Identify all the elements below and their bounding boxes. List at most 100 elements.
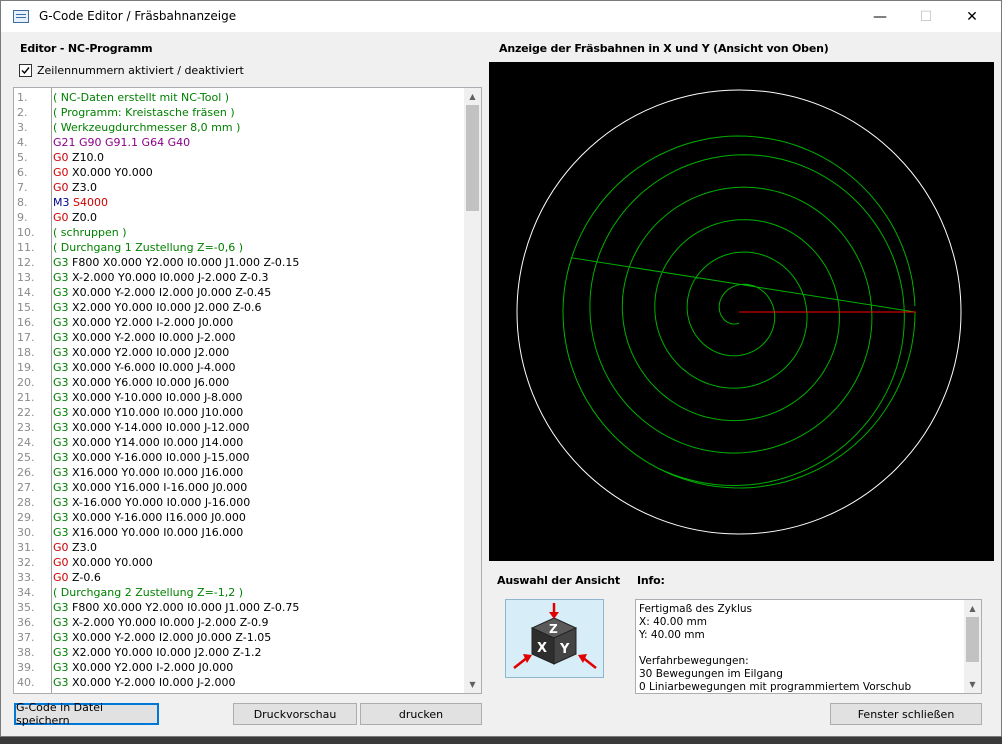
- line-number: 2.: [17, 106, 28, 119]
- code-token: G0: [53, 211, 69, 224]
- scroll-down-arrow[interactable]: ▼: [469, 680, 476, 689]
- code-line[interactable]: 36. G3 X-2.000 Y0.000 I0.000 J-2.000 Z-0.…: [14, 615, 464, 630]
- code-line[interactable]: 18. G3 X0.000 Y2.000 I0.000 J2.000: [14, 345, 464, 360]
- line-number: 26.: [17, 466, 35, 479]
- code-token: X0.000 Y-2.000 I0.000 J-2.000: [68, 676, 236, 689]
- code-line[interactable]: 13. G3 X-2.000 Y0.000 I0.000 J-2.000 Z-0.…: [14, 270, 464, 285]
- info-scrollbar[interactable]: ▲ ▼: [964, 600, 981, 693]
- code-line[interactable]: 32. G0 X0.000 Y0.000: [14, 555, 464, 570]
- maximize-button[interactable]: ☐: [903, 1, 949, 32]
- toolpath-canvas[interactable]: [489, 62, 994, 561]
- code-text: ( Programm: Kreistasche fräsen ): [53, 105, 235, 120]
- cube-label-y: Y: [559, 642, 570, 657]
- code-line[interactable]: 8. M3 S4000: [14, 195, 464, 210]
- code-line[interactable]: 7. G0 Z3.0: [14, 180, 464, 195]
- code-token: ( Programm: Kreistasche fräsen ): [53, 106, 235, 119]
- code-token: X0.000 Y-14.000 I0.000 J-12.000: [68, 421, 250, 434]
- info-scroll-down-arrow[interactable]: ▼: [969, 680, 976, 689]
- code-line[interactable]: 12. G3 F800 X0.000 Y2.000 I0.000 J1.000 Z…: [14, 255, 464, 270]
- minimize-icon: —: [873, 8, 887, 25]
- code-line[interactable]: 35. G3 F800 X0.000 Y2.000 I0.000 J1.000 Z…: [14, 600, 464, 615]
- code-line[interactable]: 20. G3 X0.000 Y6.000 I0.000 J6.000: [14, 375, 464, 390]
- code-line[interactable]: 25. G3 X0.000 Y-16.000 I0.000 J-15.000: [14, 450, 464, 465]
- code-text: G3 X0.000 Y14.000 I0.000 J14.000: [53, 435, 243, 450]
- code-line[interactable]: 4. G21 G90 G91.1 G64 G40: [14, 135, 464, 150]
- code-text: ( Werkzeugdurchmesser 8,0 mm ): [53, 120, 240, 135]
- scroll-up-arrow[interactable]: ▲: [469, 92, 476, 101]
- line-number: 5.: [17, 151, 28, 164]
- line-number: 11.: [17, 241, 35, 254]
- code-line[interactable]: 17. G3 X0.000 Y-2.000 I0.000 J-2.000: [14, 330, 464, 345]
- editor-scrollbar[interactable]: ▲ ▼: [464, 88, 481, 693]
- info-box[interactable]: Fertigmaß des Zyklus X: 40.00 mm Y: 40.00 …: [635, 599, 982, 694]
- code-line[interactable]: 23. G3 X0.000 Y-14.000 I0.000 J-12.000: [14, 420, 464, 435]
- code-token: G3: [53, 661, 69, 674]
- close-window-button[interactable]: ✕: [949, 1, 995, 32]
- code-token: ( Durchgang 1 Zustellung Z=-0,6 ): [53, 241, 244, 254]
- minimize-button[interactable]: —: [857, 1, 903, 32]
- code-line[interactable]: 38. G3 X2.000 Y0.000 I0.000 J2.000 Z-1.2: [14, 645, 464, 660]
- code-token: X-16.000 Y0.000 I0.000 J-16.000: [68, 496, 251, 509]
- code-line[interactable]: 27. G3 X0.000 Y16.000 I-16.000 J0.000: [14, 480, 464, 495]
- code-line[interactable]: 1. ( NC-Daten erstellt mit NC-Tool ): [14, 90, 464, 105]
- title-bar[interactable]: G-Code Editor / Fräsbahnanzeige — ☐ ✕: [1, 1, 1001, 32]
- line-number: 34.: [17, 586, 35, 599]
- code-line[interactable]: 34. ( Durchgang 2 Zustellung Z=-1,2 ): [14, 585, 464, 600]
- code-line[interactable]: 15. G3 X2.000 Y0.000 I0.000 J2.000 Z-0.6: [14, 300, 464, 315]
- code-line[interactable]: 14. G3 X0.000 Y-2.000 I2.000 J0.000 Z-0.4…: [14, 285, 464, 300]
- code-token: G3: [53, 496, 69, 509]
- code-line[interactable]: 31. G0 Z3.0: [14, 540, 464, 555]
- code-line[interactable]: 40. G3 X0.000 Y-2.000 I0.000 J-2.000: [14, 675, 464, 690]
- line-number: 27.: [17, 481, 35, 494]
- code-line[interactable]: 28. G3 X-16.000 Y0.000 I0.000 J-16.000: [14, 495, 464, 510]
- code-token: G3: [53, 286, 69, 299]
- code-line[interactable]: 5. G0 Z10.0: [14, 150, 464, 165]
- code-line[interactable]: 24. G3 X0.000 Y14.000 I0.000 J14.000: [14, 435, 464, 450]
- save-gcode-button[interactable]: G-Code in Datei speichern: [14, 701, 159, 727]
- code-line[interactable]: 11. ( Durchgang 1 Zustellung Z=-0,6 ): [14, 240, 464, 255]
- code-line[interactable]: 2. ( Programm: Kreistasche fräsen ): [14, 105, 464, 120]
- line-numbers-checkbox[interactable]: [19, 64, 32, 77]
- code-text: G3 X0.000 Y2.000 I-2.000 J0.000: [53, 660, 233, 675]
- code-line[interactable]: 10. ( schruppen ): [14, 225, 464, 240]
- close-window-text-button[interactable]: Fenster schließen: [830, 703, 982, 725]
- code-line[interactable]: 9. G0 Z0.0: [14, 210, 464, 225]
- code-line[interactable]: 16. G3 X0.000 Y2.000 I-2.000 J0.000: [14, 315, 464, 330]
- code-line[interactable]: 22. G3 X0.000 Y10.000 I0.000 J10.000: [14, 405, 464, 420]
- info-scroll-thumb[interactable]: [966, 617, 979, 662]
- code-token: X2.000 Y0.000 I0.000 J2.000 Z-1.2: [68, 646, 262, 659]
- code-token: G3: [53, 391, 69, 404]
- code-line[interactable]: 3. ( Werkzeugdurchmesser 8,0 mm ): [14, 120, 464, 135]
- view-selector-button[interactable]: Z X Y: [505, 599, 604, 678]
- code-line[interactable]: 21. G3 X0.000 Y-10.000 I0.000 J-8.000: [14, 390, 464, 405]
- code-token: X0.000 Y16.000 I-16.000 J0.000: [68, 481, 248, 494]
- code-line[interactable]: 29. G3 X0.000 Y-16.000 I16.000 J0.000: [14, 510, 464, 525]
- print-button[interactable]: drucken: [360, 703, 482, 725]
- code-token: X0.000 Y0.000: [68, 166, 153, 179]
- info-scroll-up-arrow[interactable]: ▲: [969, 604, 976, 613]
- code-token: G3: [53, 376, 69, 389]
- code-line[interactable]: 19. G3 X0.000 Y-6.000 I0.000 J-4.000: [14, 360, 464, 375]
- code-token: G3: [53, 316, 69, 329]
- code-line[interactable]: 6. G0 X0.000 Y0.000: [14, 165, 464, 180]
- line-number: 25.: [17, 451, 35, 464]
- code-line[interactable]: 39. G3 X0.000 Y2.000 I-2.000 J0.000: [14, 660, 464, 675]
- code-line[interactable]: 37. G3 X0.000 Y-2.000 I2.000 J0.000 Z-1.0…: [14, 630, 464, 645]
- info-line: Y: 40.00 mm: [639, 629, 705, 641]
- code-line[interactable]: 26. G3 X16.000 Y0.000 I0.000 J16.000: [14, 465, 464, 480]
- code-token: ( schruppen ): [53, 226, 127, 239]
- editor-heading: Editor - NC-Programm: [20, 42, 153, 55]
- code-text: G0 Z3.0: [53, 540, 97, 555]
- code-editor[interactable]: 1. ( NC-Daten erstellt mit NC-Tool ) 2. ( P…: [13, 87, 482, 694]
- scroll-thumb[interactable]: [466, 105, 479, 211]
- line-number: 16.: [17, 316, 35, 329]
- print-preview-button[interactable]: Druckvorschau: [233, 703, 357, 725]
- preview-heading: Anzeige der Fräsbahnen in X und Y (Ansic…: [499, 42, 829, 55]
- code-token: X0.000 Y0.000: [68, 556, 153, 569]
- code-line[interactable]: 30. G3 X16.000 Y0.000 I0.000 J16.000: [14, 525, 464, 540]
- code-line[interactable]: 33. G0 Z-0.6: [14, 570, 464, 585]
- info-heading: Info:: [637, 574, 665, 587]
- code-text: G3 X2.000 Y0.000 I0.000 J2.000 Z-0.6: [53, 300, 262, 315]
- line-numbers-toggle[interactable]: Zeilennummern aktiviert / deaktiviert: [19, 64, 244, 77]
- code-token: X-2.000 Y0.000 I0.000 J-2.000 Z-0.9: [68, 616, 269, 629]
